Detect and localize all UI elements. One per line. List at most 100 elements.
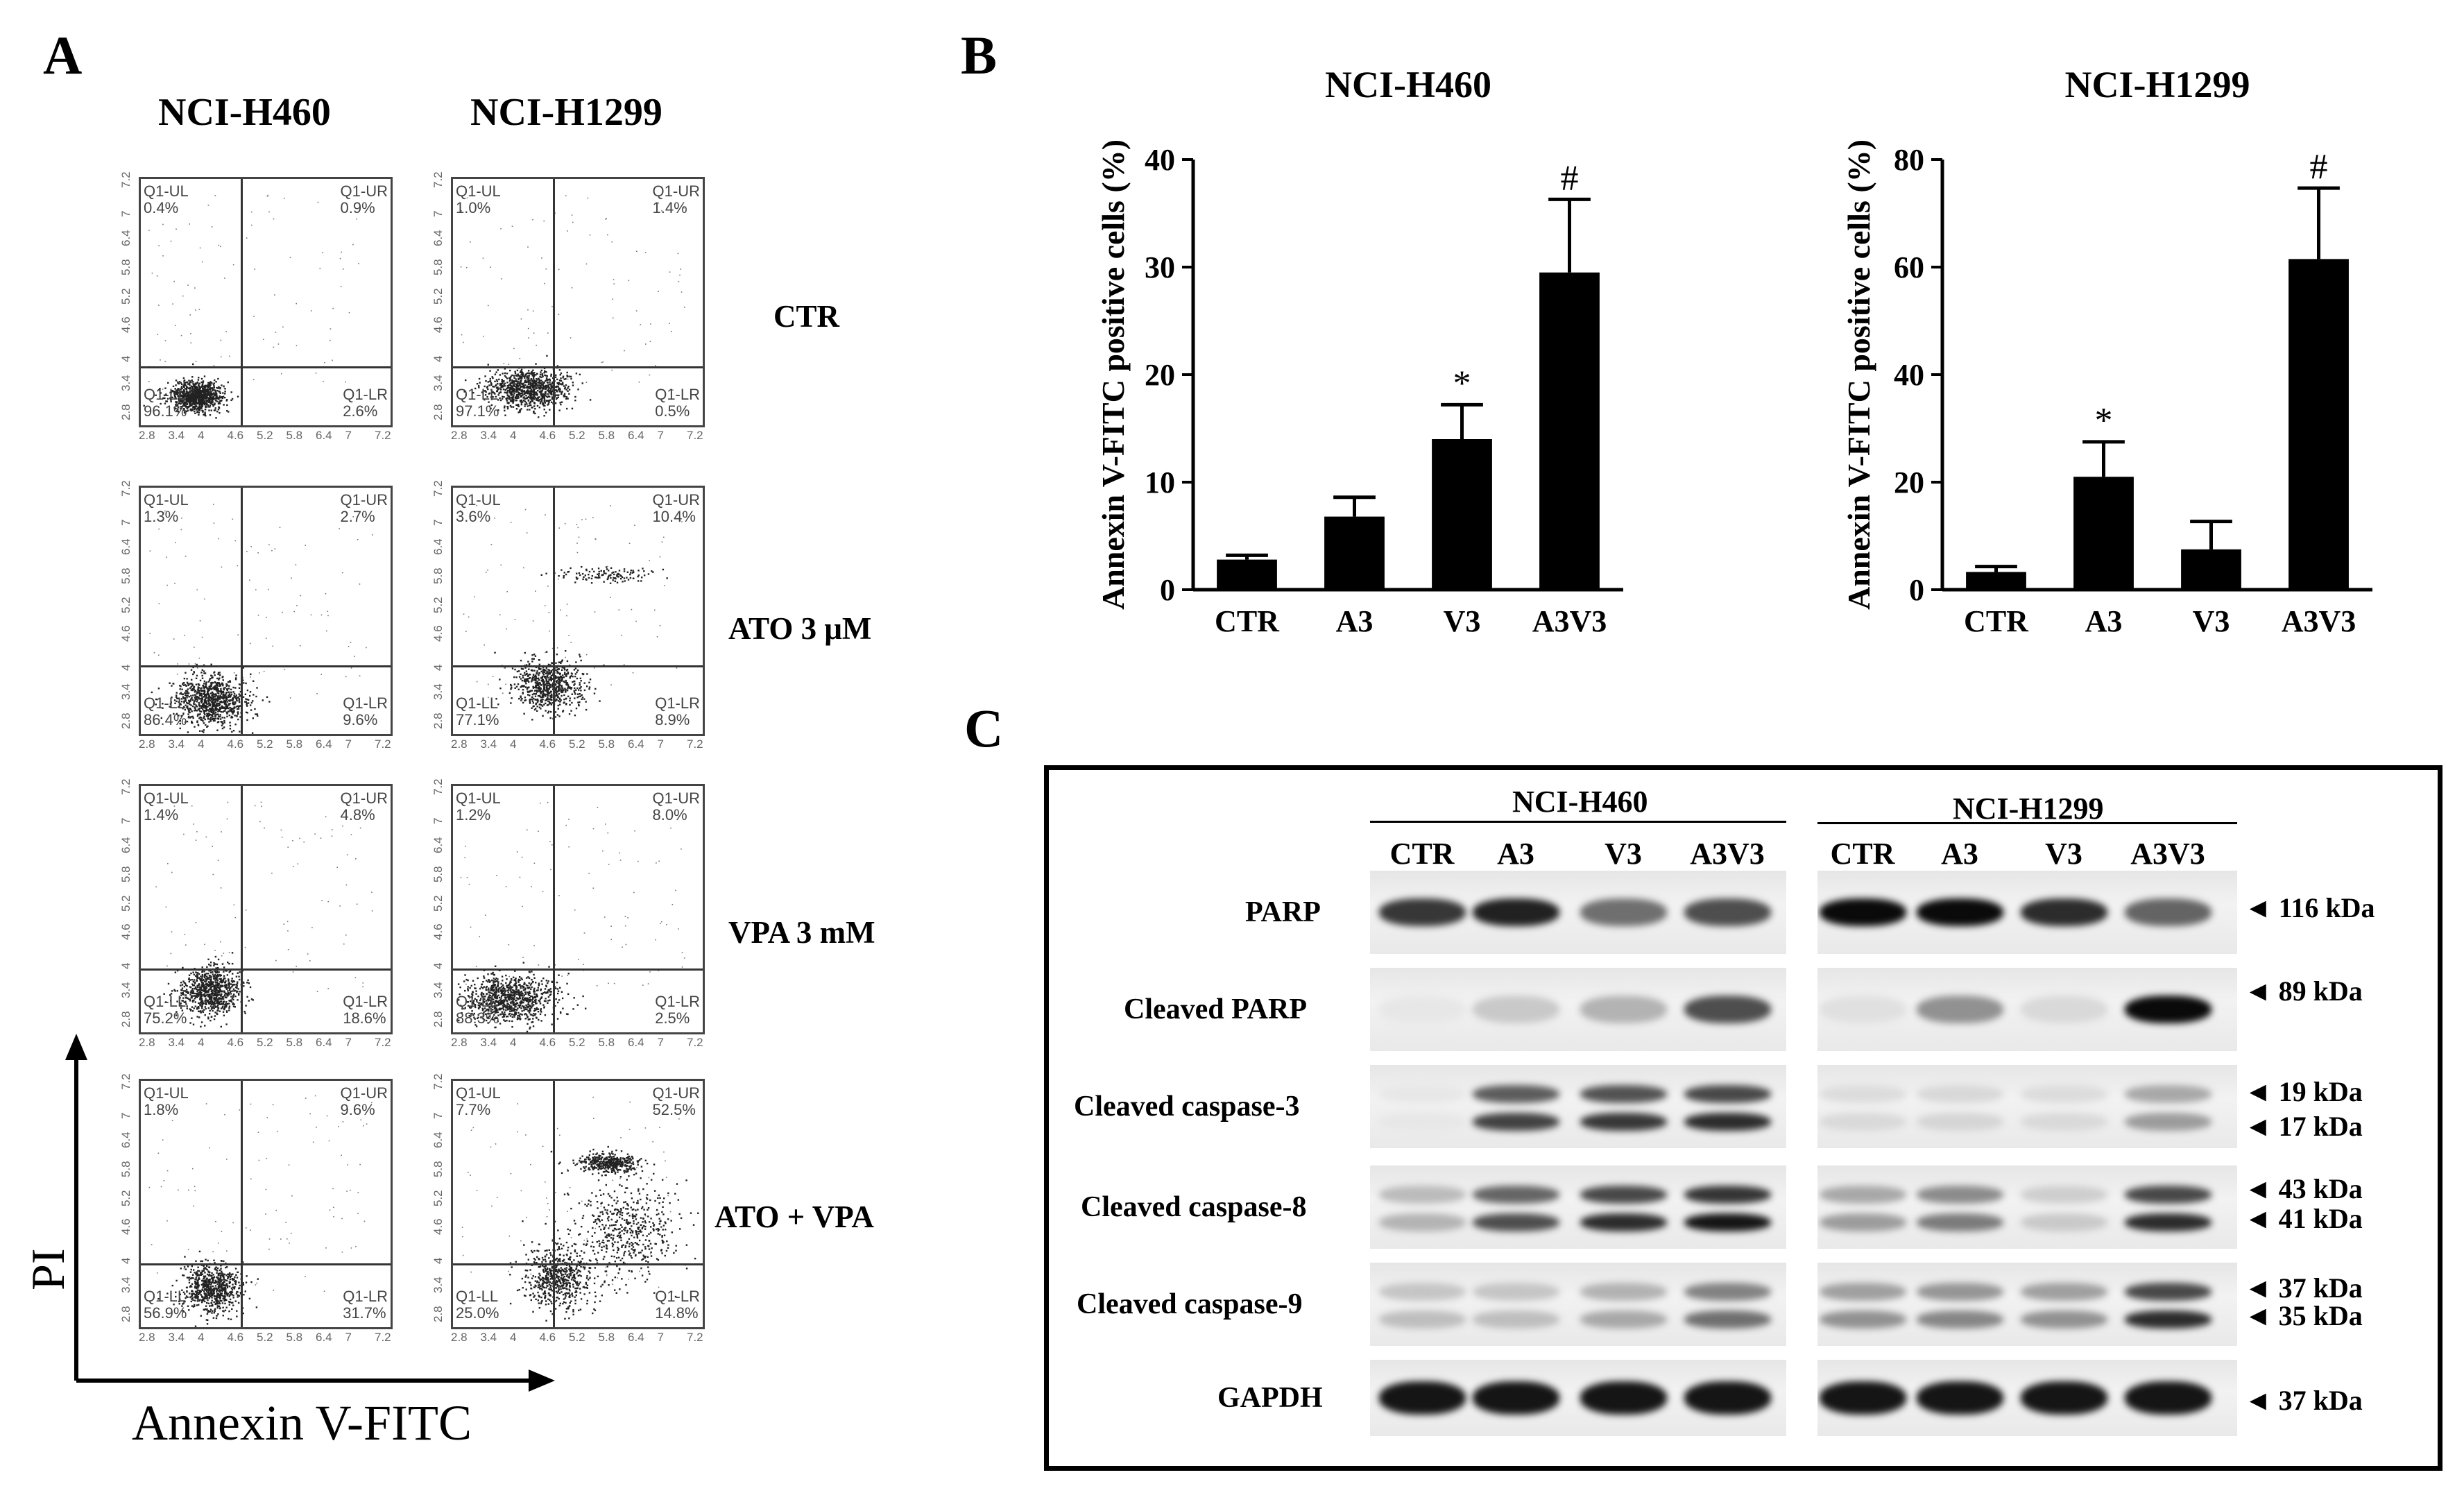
flow-x-tick: 5.8 xyxy=(598,1331,615,1344)
wb-band xyxy=(1916,1186,2003,1204)
flow-x-tick: 7 xyxy=(657,1331,664,1344)
flow-x-tick: 7 xyxy=(345,1036,352,1049)
wb-kda-label: ◄ 89 kDa xyxy=(2244,975,2363,1007)
flow-x-tick: 4 xyxy=(510,1036,517,1049)
quadrant-percent: 7.7% xyxy=(456,1101,491,1118)
wb-band xyxy=(1916,1213,2003,1231)
quadrant-gate-horizontal xyxy=(141,968,391,971)
quadrant-label-ll: Q1-LL 56.9% xyxy=(144,1288,187,1322)
flow-x-tick: 7.2 xyxy=(375,1036,391,1049)
panel-a-axis-arrows xyxy=(65,1034,555,1392)
quadrant-name: Q1-LL xyxy=(144,1288,187,1305)
wb-kda-label: ◄ 17 kDa xyxy=(2244,1111,2363,1142)
flow-x-tick: 4.6 xyxy=(539,429,556,442)
y-tick-label: 40 xyxy=(1145,143,1175,177)
wb-kda-label: ◄ 19 kDa xyxy=(2244,1076,2363,1107)
row-label-vpa: VPA 3 mM xyxy=(728,915,875,950)
wb-lane-label-ctr: CTR xyxy=(1389,837,1455,871)
flow-x-tick: 5.2 xyxy=(569,737,585,751)
panel-a-letter: A xyxy=(43,25,83,85)
wb-row-label-cleaved-parp: Cleaved PARP xyxy=(1124,993,1307,1025)
x-tick-label: CTR xyxy=(1964,604,2029,638)
quadrant-gate-horizontal xyxy=(453,366,703,368)
quadrant-percent: 8.0% xyxy=(652,806,687,823)
quadrant-name: Q1-LL xyxy=(456,1288,499,1305)
flow-x-tick: 7 xyxy=(345,429,352,442)
wb-band xyxy=(1684,1085,1771,1103)
quadrant-label-ur: Q1-UR 1.4% xyxy=(653,183,700,216)
quadrant-gate-vertical xyxy=(553,488,555,734)
wb-band xyxy=(1580,1381,1667,1415)
wb-band xyxy=(1916,996,2003,1023)
chart-title: NCI-H1299 xyxy=(2065,64,2250,105)
wb-strip-h460 xyxy=(1370,1263,1786,1346)
wb-strip-h1299 xyxy=(1817,1263,2237,1346)
flow-x-tick: 7.2 xyxy=(375,429,391,442)
flow-x-tick: 2.8 xyxy=(139,429,155,442)
quadrant-label-ll: Q1-LL 75.2% xyxy=(144,993,187,1027)
quadrant-label-ur: Q1-UR 10.4% xyxy=(653,492,700,525)
quadrant-name: Q1-LL xyxy=(144,694,187,712)
wb-row-label-cleaved-caspase-3: Cleaved caspase-3 xyxy=(1074,1091,1300,1123)
flow-x-tick: 4 xyxy=(198,737,205,751)
wb-band xyxy=(1580,1310,1667,1329)
flow-x-tick: 5.8 xyxy=(286,1331,303,1344)
wb-band xyxy=(1684,1112,1771,1131)
wb-band xyxy=(1916,1310,2003,1329)
wb-strip-h460 xyxy=(1370,1360,1786,1436)
quadrant-name: Q1-UL xyxy=(456,1084,501,1102)
wb-band xyxy=(1378,1381,1466,1415)
flow-x-tick: 3.4 xyxy=(168,1036,185,1049)
flow-x-tick: 5.2 xyxy=(569,1036,585,1049)
quadrant-name: Q1-LR xyxy=(655,1288,700,1305)
quadrant-percent: 10.4% xyxy=(652,508,696,525)
wb-lane-label-v3: V3 xyxy=(2045,837,2082,871)
flow-scatter-dots xyxy=(148,1095,373,1327)
quadrant-percent: 97.1% xyxy=(456,402,499,420)
quadrant-label-lr: Q1-LR 18.6% xyxy=(343,993,388,1027)
wb-lane-label-v3: V3 xyxy=(1605,837,1642,871)
quadrant-label-ur: Q1-UR 0.9% xyxy=(341,183,388,216)
significance-mark: * xyxy=(2095,401,2113,441)
quadrant-label-lr: Q1-LR 2.6% xyxy=(343,386,388,420)
wb-band xyxy=(2124,1310,2211,1329)
flow-plot-h460-row2: Q1-UL 1.3% Q1-UR 2.7% Q1-LL 86.4% Q1-LR 9.6% xyxy=(139,486,393,736)
flow-x-tick: 3.4 xyxy=(168,1331,185,1344)
flow-x-tick: 6.4 xyxy=(316,737,332,751)
wb-strip-h1299 xyxy=(1817,1360,2237,1436)
wb-strip-h460 xyxy=(1370,871,1786,954)
quadrant-percent: 0.5% xyxy=(655,402,690,420)
wb-band xyxy=(1378,1213,1466,1231)
y-tick-label: 10 xyxy=(1145,466,1175,500)
y-tick-label: 0 xyxy=(1160,573,1175,607)
flow-x-tick: 4.6 xyxy=(539,1036,556,1049)
wb-strip-h460 xyxy=(1370,1166,1786,1249)
bar-a3 xyxy=(2073,477,2134,590)
wb-band xyxy=(2020,898,2107,926)
flow-x-tick: 4.6 xyxy=(539,737,556,751)
flow-x-tick: 4.6 xyxy=(227,429,244,442)
quadrant-percent: 1.2% xyxy=(456,806,491,823)
flow-x-tick: 6.4 xyxy=(316,429,332,442)
flow-x-tick: 4 xyxy=(510,737,517,751)
quadrant-percent: 1.0% xyxy=(456,199,491,216)
quadrant-name: Q1-UL xyxy=(144,1084,189,1102)
flow-x-tick: 7.2 xyxy=(375,1331,391,1344)
flow-x-tick: 4 xyxy=(198,1331,205,1344)
wb-band xyxy=(1684,1381,1771,1415)
quadrant-percent: 14.8% xyxy=(655,1304,699,1322)
quadrant-name: Q1-UL xyxy=(144,182,189,200)
wb-band xyxy=(2020,996,2107,1023)
quadrant-name: Q1-UL xyxy=(456,790,501,807)
wb-band xyxy=(2124,1283,2211,1301)
quadrant-percent: 2.5% xyxy=(655,1009,690,1027)
wb-row-label-parp: PARP xyxy=(1245,896,1321,928)
flow-x-tick: 2.8 xyxy=(139,1331,155,1344)
wb-strip-h460 xyxy=(1370,968,1786,1051)
flow-x-tick: 4.6 xyxy=(227,1036,244,1049)
quadrant-label-lr: Q1-LR 31.7% xyxy=(343,1288,388,1322)
wb-band xyxy=(1819,996,1906,1023)
flow-x-tick: 3.4 xyxy=(480,429,497,442)
quadrant-gate-vertical xyxy=(553,1081,555,1327)
quadrant-name: Q1-LL xyxy=(456,694,499,712)
